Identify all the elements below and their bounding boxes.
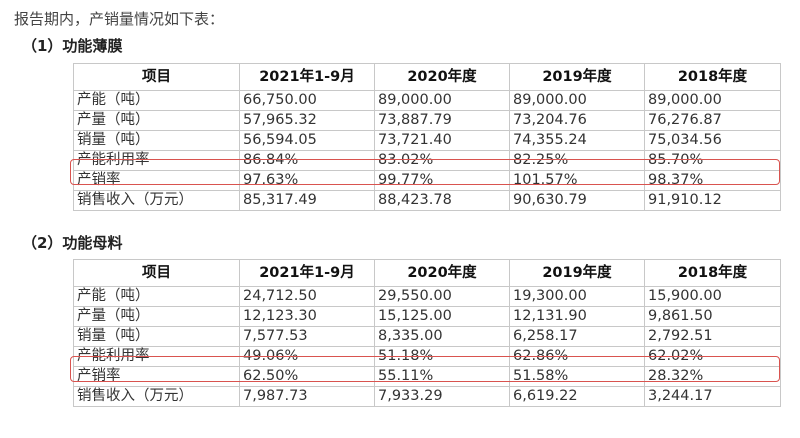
table-header-row: 项目 2021年1-9月 2020年度 2019年度 2018年度: [73, 63, 781, 91]
section-title-masterbatch: （2）功能母料: [22, 234, 123, 252]
header-2019: 2019年度: [509, 63, 645, 91]
row-label: 销量（吨）: [73, 326, 240, 347]
table-cell: 90,630.79: [509, 190, 645, 211]
table-cell: 86.84%: [239, 150, 375, 171]
table-cell: 76,276.87: [644, 110, 781, 131]
table-cell: 57,965.32: [239, 110, 375, 131]
row-label: 产能（吨）: [73, 90, 240, 111]
table-cell: 9,861.50: [644, 306, 781, 327]
table-row: 产销率 97.63% 99.77% 101.57% 98.37%: [73, 170, 781, 191]
table-cell: 7,933.29: [374, 386, 510, 407]
table-cell: 82.25%: [509, 150, 645, 171]
table-cell: 98.37%: [644, 170, 781, 191]
production-sales-table-masterbatch: 项目 2021年1-9月 2020年度 2019年度 2018年度 产能（吨） …: [73, 259, 781, 407]
table-cell: 28.32%: [644, 366, 781, 387]
table-cell: 55.11%: [374, 366, 510, 387]
table-cell: 85,317.49: [239, 190, 375, 211]
table-cell: 7,987.73: [239, 386, 375, 407]
row-label: 产能利用率: [73, 346, 240, 367]
row-label: 销量（吨）: [73, 130, 240, 151]
table-cell: 51.18%: [374, 346, 510, 367]
table-cell: 62.02%: [644, 346, 781, 367]
table-cell: 62.50%: [239, 366, 375, 387]
table-cell: 101.57%: [509, 170, 645, 191]
row-label: 产销率: [73, 366, 240, 387]
header-2020: 2020年度: [374, 259, 510, 287]
table-cell: 73,204.76: [509, 110, 645, 131]
header-2018: 2018年度: [644, 63, 781, 91]
table-cell: 24,712.50: [239, 286, 375, 307]
table-cell: 6,619.22: [509, 386, 645, 407]
table-cell: 2,792.51: [644, 326, 781, 347]
table-cell: 3,244.17: [644, 386, 781, 407]
row-label: 产销率: [73, 170, 240, 191]
table-cell: 12,131.90: [509, 306, 645, 327]
table-cell: 6,258.17: [509, 326, 645, 347]
table-cell: 99.77%: [374, 170, 510, 191]
row-label: 产量（吨）: [73, 306, 240, 327]
table-row: 产能（吨） 24,712.50 29,550.00 19,300.00 15,9…: [73, 286, 781, 307]
table-cell: 73,887.79: [374, 110, 510, 131]
table-cell: 15,125.00: [374, 306, 510, 327]
table-row: 产量（吨） 57,965.32 73,887.79 73,204.76 76,2…: [73, 110, 781, 131]
table-cell: 89,000.00: [374, 90, 510, 111]
header-item: 项目: [73, 63, 240, 91]
table-cell: 88,423.78: [374, 190, 510, 211]
row-label: 销售收入（万元）: [73, 190, 240, 211]
header-2018: 2018年度: [644, 259, 781, 287]
table-row: 产能（吨） 66,750.00 89,000.00 89,000.00 89,0…: [73, 90, 781, 111]
table-cell: 19,300.00: [509, 286, 645, 307]
table-cell: 85.70%: [644, 150, 781, 171]
table-row-highlighted: 产能利用率 49.06% 51.18% 62.86% 62.02%: [73, 346, 781, 367]
table-cell: 74,355.24: [509, 130, 645, 151]
table-cell: 49.06%: [239, 346, 375, 367]
intro-text: 报告期内，产销量情况如下表：: [14, 10, 225, 28]
header-2021-jan-sep: 2021年1-9月: [239, 259, 375, 287]
table-cell: 62.86%: [509, 346, 645, 367]
table-cell: 83.02%: [374, 150, 510, 171]
header-2019: 2019年度: [509, 259, 645, 287]
row-label: 销售收入（万元）: [73, 386, 240, 407]
header-2021-jan-sep: 2021年1-9月: [239, 63, 375, 91]
row-label: 产能利用率: [73, 150, 240, 171]
table-cell: 91,910.12: [644, 190, 781, 211]
table-cell: 73,721.40: [374, 130, 510, 151]
table-cell: 8,335.00: [374, 326, 510, 347]
production-sales-table-film: 项目 2021年1-9月 2020年度 2019年度 2018年度 产能（吨） …: [73, 63, 781, 211]
table-cell: 89,000.00: [644, 90, 781, 111]
table-cell: 75,034.56: [644, 130, 781, 151]
table-row: 销量（吨） 56,594.05 73,721.40 74,355.24 75,0…: [73, 130, 781, 151]
table-header-row: 项目 2021年1-9月 2020年度 2019年度 2018年度: [73, 259, 781, 287]
table-row: 产销率 62.50% 55.11% 51.58% 28.32%: [73, 366, 781, 387]
table-cell: 51.58%: [509, 366, 645, 387]
table-row: 销售收入（万元） 85,317.49 88,423.78 90,630.79 9…: [73, 190, 781, 211]
table-cell: 56,594.05: [239, 130, 375, 151]
row-label: 产能（吨）: [73, 286, 240, 307]
section-title-film: （1）功能薄膜: [22, 37, 123, 55]
row-label: 产量（吨）: [73, 110, 240, 131]
table-cell: 66,750.00: [239, 90, 375, 111]
table-cell: 89,000.00: [509, 90, 645, 111]
table-cell: 97.63%: [239, 170, 375, 191]
header-item: 项目: [73, 259, 240, 287]
table-row-highlighted: 产能利用率 86.84% 83.02% 82.25% 85.70%: [73, 150, 781, 171]
table-row: 销量（吨） 7,577.53 8,335.00 6,258.17 2,792.5…: [73, 326, 781, 347]
table-row: 销售收入（万元） 7,987.73 7,933.29 6,619.22 3,24…: [73, 386, 781, 407]
table-cell: 15,900.00: [644, 286, 781, 307]
table-row: 产量（吨） 12,123.30 15,125.00 12,131.90 9,86…: [73, 306, 781, 327]
table-cell: 29,550.00: [374, 286, 510, 307]
table-cell: 7,577.53: [239, 326, 375, 347]
table-cell: 12,123.30: [239, 306, 375, 327]
header-2020: 2020年度: [374, 63, 510, 91]
